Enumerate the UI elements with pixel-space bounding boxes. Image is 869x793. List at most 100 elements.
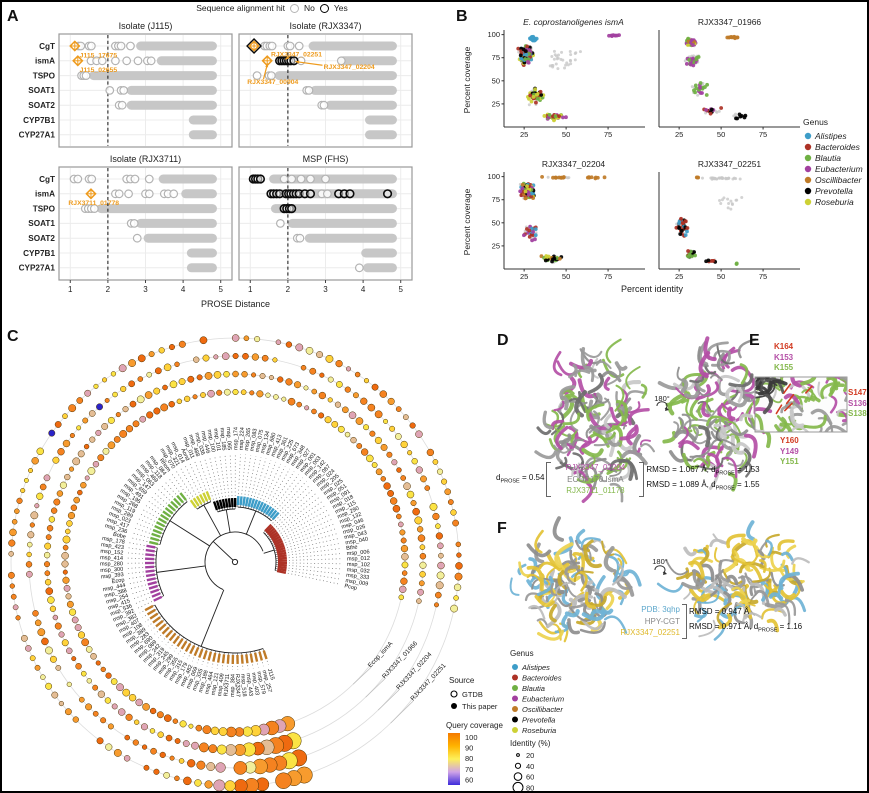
tip-label: msp_083 xyxy=(249,428,258,452)
coverage-dot xyxy=(153,768,160,775)
tip-label: msp_518 xyxy=(239,674,247,697)
phylo-circle: J115msp_257msp_579msp_403msp_443msp_518R… xyxy=(7,334,463,791)
data-point xyxy=(692,88,696,93)
ribbon-stroke xyxy=(603,376,611,391)
tree-tip-branch xyxy=(168,625,171,628)
gene-row-label: CYP7B1 xyxy=(23,249,55,258)
gene-row-label: SOAT1 xyxy=(28,219,55,228)
ribbon-stroke xyxy=(683,585,692,600)
leader-dots xyxy=(194,461,207,490)
no-hit-point xyxy=(81,71,91,80)
query-diamond-outline xyxy=(246,38,263,54)
data-point xyxy=(568,50,572,54)
coverage-dot xyxy=(49,655,57,663)
coverage-dot xyxy=(61,639,69,647)
coverage-dot xyxy=(400,537,407,544)
coverage-dot xyxy=(305,346,314,355)
ribbon-stroke xyxy=(603,615,628,634)
tip-label: msp_178 xyxy=(101,536,125,546)
coverage-dot xyxy=(191,741,199,750)
leader-dots xyxy=(131,588,148,595)
gene-annotation-label: RJX3347_02204 xyxy=(324,64,375,71)
data-point xyxy=(690,85,694,89)
coverage-dot xyxy=(66,600,74,608)
y-tick-label: 50 xyxy=(492,76,500,85)
genus-dot-icon xyxy=(804,154,812,162)
coverage-dot xyxy=(389,425,396,432)
coverage-value-label: 100 xyxy=(465,733,478,742)
tip-label: msp_009 xyxy=(345,578,369,588)
coverage-dot xyxy=(132,739,139,746)
ribbon-stroke xyxy=(701,401,710,418)
tree-tip-branch xyxy=(206,648,208,651)
distance-pill xyxy=(325,100,397,110)
coverage-dot xyxy=(232,388,239,396)
tree-tip-marker xyxy=(144,604,154,612)
ribbon-stroke xyxy=(731,542,741,557)
ribbon-stroke xyxy=(581,447,604,458)
ribbon-stroke xyxy=(817,416,834,432)
coverage-dot xyxy=(174,361,180,368)
coverage-dot xyxy=(371,462,378,468)
tip-label: msp_257 xyxy=(261,670,273,694)
no-hit-point xyxy=(275,219,285,228)
leader-dots xyxy=(257,663,259,668)
coverage-dot xyxy=(265,392,271,398)
data-point xyxy=(607,33,611,38)
x-tick-label: 4 xyxy=(181,285,186,294)
ribbon-stroke xyxy=(584,595,607,607)
coverage-dot xyxy=(402,414,409,421)
ribbon-stroke xyxy=(716,352,725,373)
dprose-value: dPROSE = 0.54 xyxy=(496,473,545,486)
rmsd-line: RMSD = 0.971 Å, dPROSE = 1.16 xyxy=(689,622,803,634)
data-point xyxy=(552,57,556,61)
tree-tip-marker xyxy=(179,492,187,501)
ribbon-stroke xyxy=(829,395,838,414)
distance-pill xyxy=(136,41,217,51)
genus-dot-icon xyxy=(804,187,812,195)
coverage-dot xyxy=(383,482,391,490)
ribbon-stroke xyxy=(517,563,527,576)
coverage-dot xyxy=(149,707,157,715)
coverage-dot xyxy=(84,475,90,481)
tree-tip-marker xyxy=(269,531,279,539)
data-point xyxy=(569,53,573,57)
ribbon-stroke xyxy=(758,559,767,573)
coverage-dot xyxy=(62,535,71,544)
data-point xyxy=(677,226,682,230)
coverage-dot xyxy=(437,542,444,550)
tree-tip-marker xyxy=(273,539,284,546)
genus-legend-entry: Blautia xyxy=(522,684,545,693)
coverage-dot xyxy=(25,561,33,568)
residue-labels-right: S147 S136 S138 xyxy=(848,388,867,420)
coverage-dot xyxy=(403,482,411,490)
leader-dots xyxy=(137,601,153,609)
ribbon-stroke xyxy=(730,555,759,566)
tree-tip-branch xyxy=(155,608,158,611)
tree-tip-branch xyxy=(195,507,198,510)
leader-dots xyxy=(274,488,315,526)
rmsd-line: RMSD = 1.089 Å, dPROSE = 1.55 xyxy=(646,480,760,492)
plot-title-01966: RJX3347_01966 xyxy=(697,17,762,27)
ribbon-stroke xyxy=(768,592,784,601)
tree-tip-branch xyxy=(271,542,274,544)
data-point xyxy=(531,229,536,234)
no-hit-point xyxy=(132,233,142,243)
coverage-dot xyxy=(128,380,136,388)
coverage-dot xyxy=(188,723,194,729)
coverage-dot xyxy=(450,604,458,613)
coverage-dot xyxy=(125,425,134,433)
no-hit-point xyxy=(116,41,126,51)
coverage-dot xyxy=(178,340,186,348)
panel-f-label: F xyxy=(497,520,507,537)
residue-stick xyxy=(805,385,813,394)
x-tick-label: 3 xyxy=(143,285,148,294)
data-point xyxy=(533,237,537,242)
data-point xyxy=(683,233,688,237)
tree-tip-marker xyxy=(253,652,259,662)
tree-tip-branch xyxy=(162,619,165,621)
coverage-dot xyxy=(396,467,402,473)
tip-label: msp_333 xyxy=(346,573,370,582)
